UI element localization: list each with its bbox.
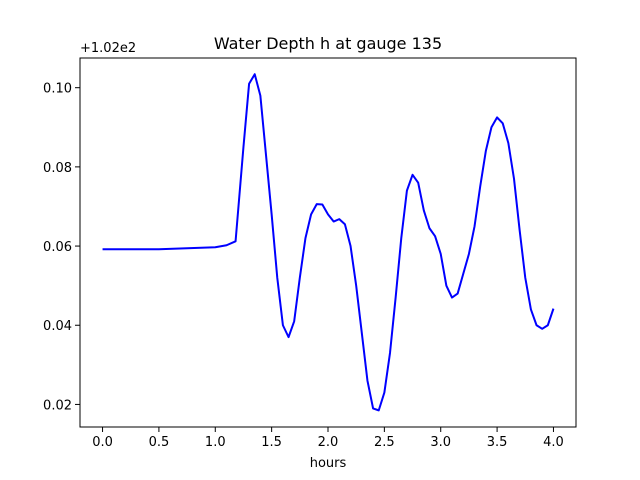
x-tick-label: 0.0 (92, 435, 113, 450)
plot-area: 0.0 0.5 1.0 1.5 2.0 2.5 3.0 3.5 4.0 0.02 0.04 0.06 0… (43, 57, 577, 450)
x-tick-label: 3.5 (487, 435, 508, 450)
chart-title: Water Depth h at gauge 135 (214, 34, 442, 53)
x-tick-label: 1.5 (261, 435, 282, 450)
y-tick-label: 0.10 (43, 82, 72, 97)
x-axis-label: hours (310, 456, 347, 471)
x-tick-label: 4.0 (543, 435, 564, 450)
y-tick-label: 0.06 (43, 240, 72, 255)
plot-frame (79, 57, 577, 428)
series-line-0 (102, 73, 555, 412)
y-tick-label: 0.04 (43, 319, 72, 334)
x-tick-label: 2.5 (374, 435, 395, 450)
x-tick-label: 3.0 (430, 435, 451, 450)
x-tick-label: 1.0 (205, 435, 226, 450)
y-tick-label: 0.02 (43, 398, 72, 413)
x-tick-label: 0.5 (149, 435, 170, 450)
x-tick-label: 2.0 (318, 435, 339, 450)
y-tick-label: 0.08 (43, 161, 72, 176)
y-offset-label: +1.02e2 (80, 41, 136, 56)
